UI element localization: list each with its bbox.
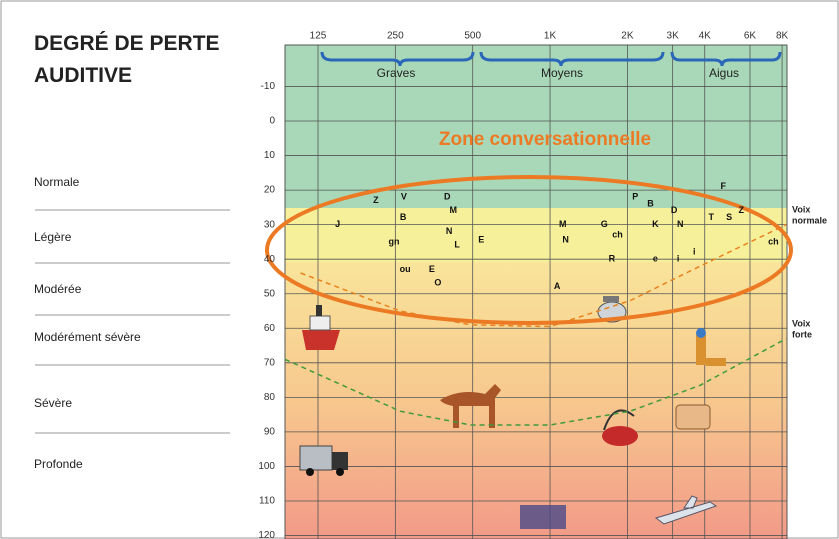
degree-label: Légère: [34, 230, 72, 244]
x-tick-label: 250: [387, 31, 404, 42]
x-tick-label: 8K: [776, 31, 789, 42]
plot-border: [284, 44, 788, 539]
conversation-zone: [265, 175, 793, 325]
y-tick-label: 80: [264, 392, 276, 403]
y-tick-label: 30: [264, 219, 276, 230]
x-tick-label: 4K: [699, 31, 712, 42]
phoneme: K: [652, 219, 659, 229]
y-tick-label: 70: [264, 357, 276, 368]
brace: [479, 51, 665, 67]
y-tick-label: 120: [258, 530, 275, 539]
vacuum-icon: [602, 409, 638, 446]
title-line: DEGRÉ DE PERTE: [34, 32, 220, 55]
phoneme: G: [601, 219, 608, 229]
series-label-line: Voix: [792, 205, 810, 215]
voice-curve: [284, 337, 787, 426]
y-tick-label: 100: [258, 461, 275, 472]
y-tick-label: 110: [259, 496, 275, 507]
band-label: Aigus: [709, 66, 739, 80]
phoneme: M: [449, 205, 457, 215]
icons: [299, 296, 726, 529]
y-tick-label: -10: [261, 81, 276, 92]
phoneme: O: [434, 278, 441, 288]
phoneme: Z: [373, 195, 379, 205]
phoneme: B: [647, 198, 654, 208]
phoneme: N: [677, 219, 684, 229]
band-label: Graves: [377, 66, 416, 80]
phoneme: A: [554, 281, 561, 291]
tap-icon: [696, 328, 726, 366]
phoneme: V: [401, 191, 407, 201]
degree-label: Sévère: [34, 396, 72, 410]
phoneme: R: [609, 254, 616, 264]
degree-separators: [35, 209, 230, 434]
series-label-line: forte: [792, 330, 812, 340]
phoneme: D: [671, 205, 678, 215]
annotation: Zone conversationnelle: [439, 129, 651, 150]
x-tick-label: 6K: [744, 31, 757, 42]
phoneme: i: [693, 247, 696, 257]
band-label: Moyens: [541, 66, 583, 80]
y-tick-label: 40: [264, 254, 276, 265]
phoneme: i: [677, 254, 680, 264]
phoneme: J: [335, 219, 340, 229]
series-label-line: Voix: [792, 319, 810, 329]
chart-title: DEGRÉ DE PERTE: [34, 32, 220, 55]
degree-label: Modérément sévère: [34, 330, 141, 344]
degree-label: Profonde: [34, 457, 83, 471]
phoneme: L: [454, 240, 460, 250]
phoneme: F: [720, 181, 726, 191]
series-label: Voix forte: [792, 319, 812, 340]
title-line: AUDITIVE: [34, 64, 132, 87]
phoneme: ou: [400, 264, 411, 274]
phoneme: Z: [739, 205, 745, 215]
brace: [670, 51, 782, 67]
series-label: Voix normale: [792, 205, 827, 226]
y-tick-label: 0: [269, 116, 275, 127]
phoneme: ch: [768, 236, 779, 246]
phoneme: N: [446, 226, 453, 236]
phoneme: S: [726, 212, 732, 222]
phoneme: e: [653, 254, 658, 264]
phoneme: gn: [388, 236, 399, 246]
x-tick-label: 3K: [667, 31, 680, 42]
phoneme: T: [708, 212, 714, 222]
phoneme: D: [444, 191, 451, 201]
zone-light: [285, 208, 787, 262]
plot-background: [285, 45, 787, 539]
degree-label: Modérée: [34, 282, 82, 296]
plane-icon: [654, 495, 718, 525]
y-tick-label: 50: [264, 288, 276, 299]
x-tick-label: 1K: [544, 31, 557, 42]
y-tick-label: 10: [264, 150, 276, 161]
chart-title: AUDITIVE: [34, 64, 132, 87]
phone-icon: [675, 404, 711, 430]
degree-label: Normale: [34, 175, 80, 189]
band-braces: [320, 51, 782, 67]
y-tick-label: 60: [264, 323, 276, 334]
x-tick-label: 125: [310, 31, 327, 42]
phoneme: M: [559, 219, 567, 229]
x-tick-label: 2K: [621, 31, 634, 42]
y-tick-label: 90: [264, 427, 276, 438]
phoneme: B: [400, 212, 407, 222]
x-tick-label: 500: [464, 31, 481, 42]
truck-icon: [299, 445, 348, 476]
phoneme: P: [632, 191, 638, 201]
phoneme: E: [478, 235, 484, 245]
y-tick-label: 20: [264, 185, 276, 196]
phoneme: ch: [612, 229, 623, 239]
zone-normal: [285, 45, 787, 208]
ship-icon: [302, 305, 340, 350]
band-icon: [520, 505, 566, 529]
phoneme: E: [429, 264, 435, 274]
phoneme: N: [562, 235, 569, 245]
dog-icon: [440, 384, 501, 428]
brace: [320, 51, 475, 67]
curves: [284, 223, 787, 426]
series-label-line: normale: [792, 216, 827, 226]
